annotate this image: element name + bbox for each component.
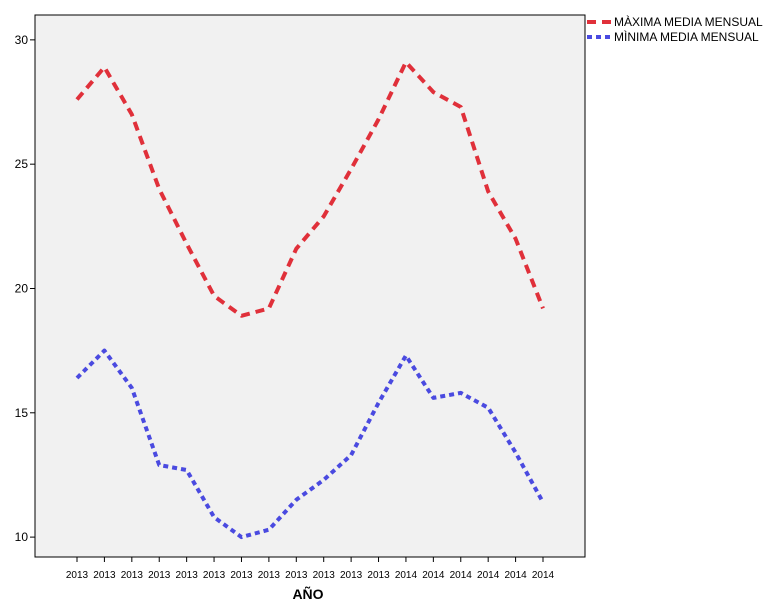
x-tick-label: 2013 xyxy=(285,570,308,581)
x-tick-label: 2013 xyxy=(148,570,171,581)
x-tick-label: 2013 xyxy=(66,570,89,581)
x-tick-label: 2014 xyxy=(477,570,500,581)
x-tick-label: 2013 xyxy=(93,570,116,581)
x-tick-label: 2014 xyxy=(422,570,445,581)
y-tick-label: 15 xyxy=(15,406,29,420)
x-tick-label: 2013 xyxy=(258,570,281,581)
x-axis: 2013 2013 2013 2013 2013 2013 2013 2013 2013 2013… xyxy=(66,557,555,581)
y-tick-label: 20 xyxy=(15,281,29,295)
y-tick-label: 10 xyxy=(15,530,29,544)
series-lines xyxy=(75,60,545,540)
x-tick-label: 2013 xyxy=(203,570,226,581)
x-tick-label: 2014 xyxy=(395,570,418,581)
x-tick-label: 2013 xyxy=(176,570,199,581)
x-tick-label: 2014 xyxy=(450,570,473,581)
plot-area xyxy=(34,14,586,558)
x-tick-label: 2013 xyxy=(367,570,390,581)
x-tick-label: 2013 xyxy=(313,570,336,581)
legend-label-1: MÌNIMA MEDIA MENSUAL xyxy=(614,29,759,44)
x-tick-label: 2013 xyxy=(230,570,253,581)
series-line-1 xyxy=(75,348,545,540)
x-tick-label: 2013 xyxy=(121,570,144,581)
x-tick-label: 2014 xyxy=(532,570,555,581)
y-tick-label: 30 xyxy=(15,33,29,47)
series-line-0 xyxy=(75,60,545,318)
x-tick-label: 2013 xyxy=(340,570,363,581)
y-axis: 10 15 20 25 30 xyxy=(15,33,35,544)
x-axis-title: AÑO xyxy=(292,585,323,602)
legend-label-0: MÀXIMA MEDIA MENSUAL xyxy=(614,14,763,29)
y-tick-label: 25 xyxy=(15,157,29,171)
x-tick-label: 2014 xyxy=(504,570,527,581)
